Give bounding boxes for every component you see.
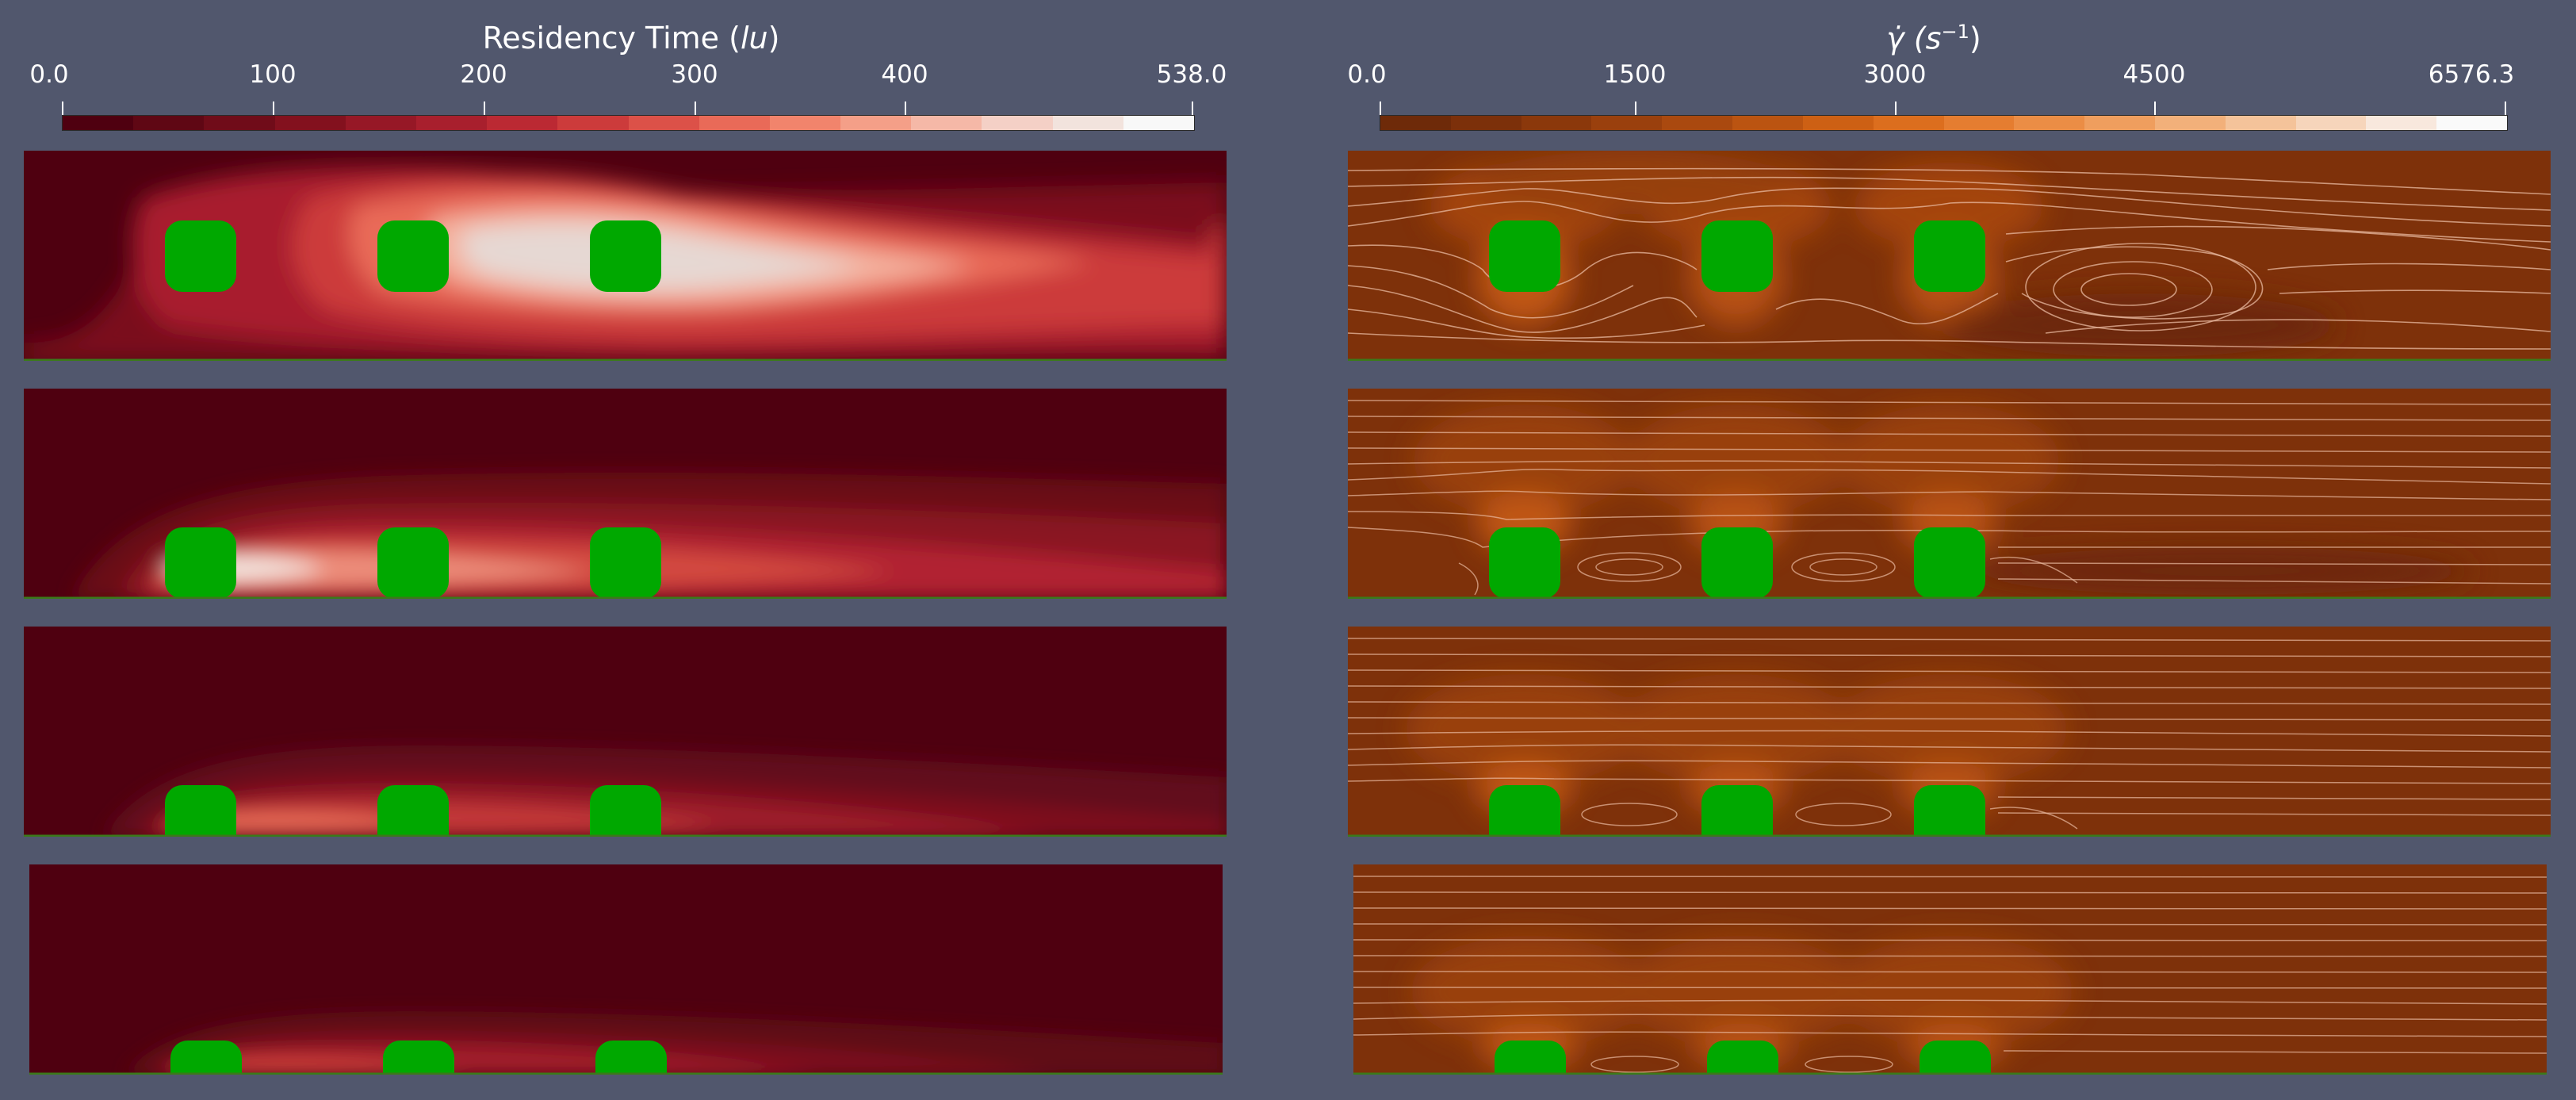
obstacle (1489, 785, 1560, 837)
residency-tick-label: 400 (881, 60, 928, 89)
obstacle (1914, 527, 1985, 599)
residency-tick-mark (1192, 102, 1193, 115)
shear-rate-colorbar (1380, 115, 2508, 131)
residency-colorbar-segment (133, 116, 205, 130)
shear-rate-panel-2 (1348, 389, 2551, 599)
shear-colorbar-segment (1591, 116, 1663, 130)
residency-time-colorbar (62, 115, 1195, 131)
residency-colorbar-segment (345, 116, 416, 130)
shear-title-close: ) (1969, 21, 1981, 56)
residency-colorbar-segment (1123, 116, 1194, 130)
obstacle (1707, 1041, 1778, 1075)
shear-colorbar-segment (1662, 116, 1733, 130)
obstacle (590, 220, 661, 292)
residency-tick-label: 300 (671, 60, 718, 89)
residency-tick-label: 0.0 (29, 60, 69, 89)
residency-colorbar-segment (415, 116, 488, 130)
shear-tick-mark (2505, 102, 2506, 115)
shear-colorbar-segment (2154, 116, 2226, 130)
residency-panel-2 (24, 389, 1227, 599)
obstacle (590, 785, 661, 837)
obstacle (377, 220, 449, 292)
obstacle (595, 1041, 667, 1075)
residency-colorbar-segment (274, 116, 346, 130)
shear-colorbar-segment (1732, 116, 1803, 130)
shear-tick-label: 4500 (2122, 60, 2186, 89)
obstacle (165, 220, 236, 292)
shear-tick-label: 1500 (1603, 60, 1667, 89)
obstacle (1701, 220, 1773, 292)
obstacle (1914, 220, 1985, 292)
obstacle (1489, 527, 1560, 599)
shear-tick-mark (2154, 102, 2156, 115)
residency-title-text: Residency Time ( (482, 21, 741, 56)
residency-tick-mark (695, 102, 696, 115)
residency-tick-label: 200 (460, 60, 507, 89)
residency-tick-mark (484, 102, 485, 115)
residency-tick-mark (273, 102, 274, 115)
shear-colorbar-segment (2225, 116, 2296, 130)
obstacle (377, 527, 449, 599)
residency-tick-mark (62, 102, 63, 115)
residency-time-colorbar-title: Residency Time (lu) (483, 21, 780, 56)
residency-title-close: ) (767, 21, 780, 56)
shear-colorbar-segment (2295, 116, 2367, 130)
shear-rate-panel-1 (1348, 151, 2551, 361)
residency-colorbar-segment (487, 116, 558, 130)
residency-colorbar-segment (982, 116, 1053, 130)
obstacle (1701, 527, 1773, 599)
shear-colorbar-segment (2436, 116, 2507, 130)
obstacle (165, 785, 236, 837)
shear-tick-mark (1635, 102, 1636, 115)
residency-panel-3 (24, 627, 1227, 837)
residency-panel-1 (24, 151, 1227, 361)
residency-tick-mark (905, 102, 906, 115)
obstacle (1495, 1041, 1566, 1075)
residency-colorbar-segment (204, 116, 275, 130)
shear-tick-label: 0.0 (1347, 60, 1387, 89)
residency-colorbar-segment (911, 116, 982, 130)
shear-tick-label: 6576.3 (2428, 60, 2515, 89)
obstacle (1701, 785, 1773, 837)
shear-title-exponent: −1 (1941, 21, 1969, 43)
residency-title-unit: lu (740, 21, 768, 56)
obstacle (1489, 220, 1560, 292)
residency-colorbar-segment (557, 116, 629, 130)
shear-rate-panel-3 (1348, 627, 2551, 837)
shear-rate-panel-4 (1353, 864, 2547, 1075)
obstacle (165, 527, 236, 599)
shear-colorbar-segment (1873, 116, 1944, 130)
shear-colorbar-segment (1450, 116, 1521, 130)
residency-colorbar-segment (1052, 116, 1123, 130)
residency-tick-label: 100 (249, 60, 297, 89)
obstacle (590, 527, 661, 599)
residency-colorbar-segment (63, 116, 134, 130)
residency-tick-label: 538.0 (1156, 60, 1227, 89)
residency-panel-4 (29, 864, 1223, 1075)
obstacle (377, 785, 449, 837)
shear-colorbar-segment (1802, 116, 1874, 130)
residency-colorbar-segment (699, 116, 770, 130)
obstacle (383, 1041, 454, 1075)
residency-colorbar-segment (840, 116, 912, 130)
shear-colorbar-segment (1521, 116, 1592, 130)
shear-title-text: γ̇ (s (1886, 21, 1942, 56)
obstacle (1914, 785, 1985, 837)
obstacle (1920, 1041, 1991, 1075)
shear-colorbar-segment (2366, 116, 2437, 130)
shear-colorbar-segment (2014, 116, 2085, 130)
shear-rate-colorbar-title: γ̇ (s−1) (1886, 21, 1981, 56)
shear-colorbar-segment (1380, 116, 1451, 130)
shear-colorbar-segment (2084, 116, 2155, 130)
shear-tick-mark (1895, 102, 1897, 115)
obstacle (170, 1041, 242, 1075)
shear-tick-mark (1380, 102, 1381, 115)
shear-colorbar-segment (1943, 116, 2015, 130)
residency-colorbar-segment (628, 116, 699, 130)
shear-tick-label: 3000 (1863, 60, 1927, 89)
residency-colorbar-segment (769, 116, 841, 130)
